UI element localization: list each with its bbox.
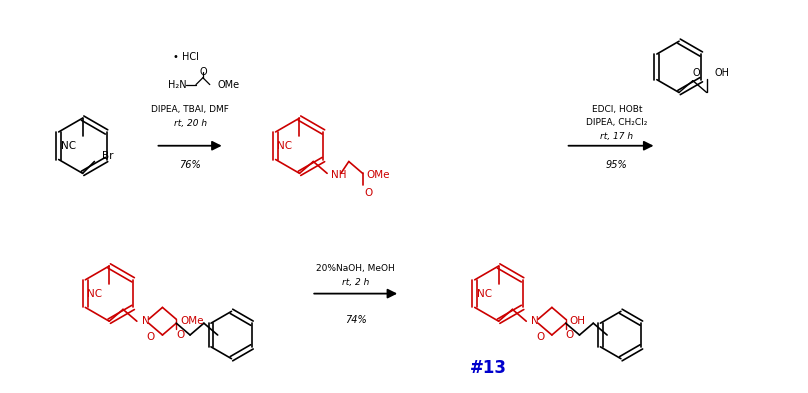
Text: OMe: OMe: [180, 316, 204, 326]
Text: 95%: 95%: [606, 160, 628, 171]
Text: O: O: [364, 188, 372, 198]
Text: NC: NC: [277, 141, 292, 151]
Text: DIPEA, TBAI, DMF: DIPEA, TBAI, DMF: [151, 105, 229, 114]
Text: rt, 2 h: rt, 2 h: [342, 278, 369, 287]
Text: OH: OH: [570, 316, 586, 326]
Text: NC: NC: [87, 288, 103, 299]
Text: Br: Br: [103, 151, 114, 161]
Text: DIPEA, CH₂Cl₂: DIPEA, CH₂Cl₂: [587, 118, 648, 127]
Text: H₂N: H₂N: [168, 80, 187, 90]
Text: O: O: [146, 332, 155, 342]
Text: OMe: OMe: [367, 170, 390, 180]
Text: 74%: 74%: [345, 315, 367, 325]
Text: OMe: OMe: [217, 80, 240, 90]
Text: N: N: [141, 316, 149, 326]
Text: NH: NH: [331, 170, 347, 180]
Text: rt, 17 h: rt, 17 h: [600, 132, 633, 141]
Text: O: O: [566, 330, 574, 340]
Text: #13: #13: [470, 358, 507, 376]
Text: O: O: [536, 332, 544, 342]
Text: 76%: 76%: [179, 160, 201, 171]
Text: O: O: [693, 68, 701, 78]
Text: NC: NC: [477, 288, 492, 299]
Text: 20%NaOH, MeOH: 20%NaOH, MeOH: [316, 264, 395, 274]
Text: rt, 20 h: rt, 20 h: [174, 119, 207, 128]
Text: • HCl: • HCl: [173, 52, 199, 62]
Text: EDCI, HOBt: EDCI, HOBt: [591, 105, 642, 114]
Text: N: N: [531, 316, 539, 326]
Text: O: O: [199, 67, 207, 77]
Text: OH: OH: [714, 68, 730, 78]
Text: O: O: [176, 330, 184, 340]
Text: NC: NC: [61, 141, 76, 151]
